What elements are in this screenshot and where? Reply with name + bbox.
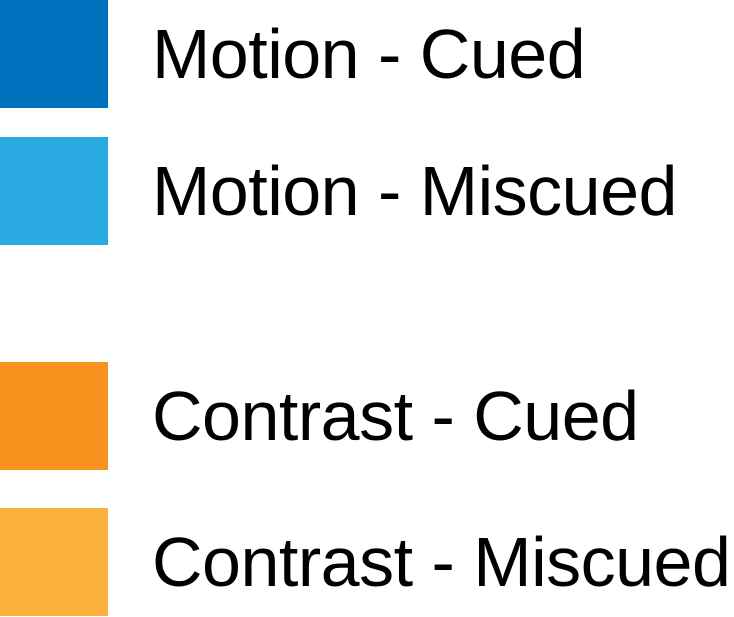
legend-item-motion-miscued: Motion - Miscued — [0, 137, 677, 245]
legend-item-contrast-cued: Contrast - Cued — [0, 362, 639, 470]
legend-label: Motion - Cued — [152, 15, 586, 93]
legend-item-contrast-miscued: Contrast - Miscued — [0, 508, 731, 616]
legend-swatch — [0, 0, 108, 108]
legend-item-motion-cued: Motion - Cued — [0, 0, 586, 108]
legend-swatch — [0, 362, 108, 470]
legend-swatch — [0, 137, 108, 245]
legend-label: Contrast - Miscued — [152, 523, 731, 601]
legend-label: Contrast - Cued — [152, 377, 639, 455]
legend-swatch — [0, 508, 108, 616]
legend-label: Motion - Miscued — [152, 152, 677, 230]
